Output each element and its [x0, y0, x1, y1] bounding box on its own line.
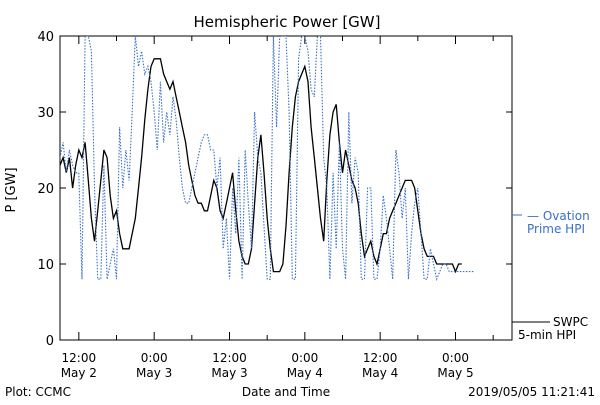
x-tick-label-date: May 5	[437, 366, 473, 380]
legend-ovation-label: — Ovation	[527, 209, 590, 223]
x-tick-label-time: 0:00	[141, 351, 168, 365]
y-tick-label: 10	[37, 258, 54, 273]
series-line-ovation-prime	[60, 36, 475, 282]
x-tick-label-time: 12:00	[212, 351, 247, 365]
x-tick-label-time: 0:00	[291, 351, 318, 365]
x-tick-label-time: 0:00	[442, 351, 469, 365]
legend-swpc-label: 5-min HPI	[518, 328, 576, 342]
x-tick-label-date: May 3	[136, 366, 172, 380]
x-tick-label-date: May 4	[362, 366, 398, 380]
x-tick-label-time: 12:00	[363, 351, 398, 365]
legend-swpc-label: SWPC	[553, 315, 588, 329]
x-tick-label-date: May 4	[287, 366, 323, 380]
y-axis-label: P [GW]	[4, 167, 19, 212]
x-tick-label-date: May 3	[211, 366, 247, 380]
y-tick-label: 30	[37, 106, 54, 121]
y-tick-label: 20	[37, 182, 54, 197]
footer-plot-credit: Plot: CCMC	[5, 385, 71, 399]
x-axis-label: Date and Time	[242, 385, 330, 399]
x-tick-label-date: May 2	[61, 366, 97, 380]
footer-timestamp: 2019/05/05 11:21:41	[468, 385, 595, 399]
y-tick-label: 0	[46, 334, 54, 349]
y-tick-label: 40	[37, 30, 54, 45]
chart-title: Hemispheric Power [GW]	[194, 13, 381, 31]
legend-ovation-label: Prime HPI	[527, 222, 585, 236]
x-tick-label-time: 12:00	[62, 351, 97, 365]
